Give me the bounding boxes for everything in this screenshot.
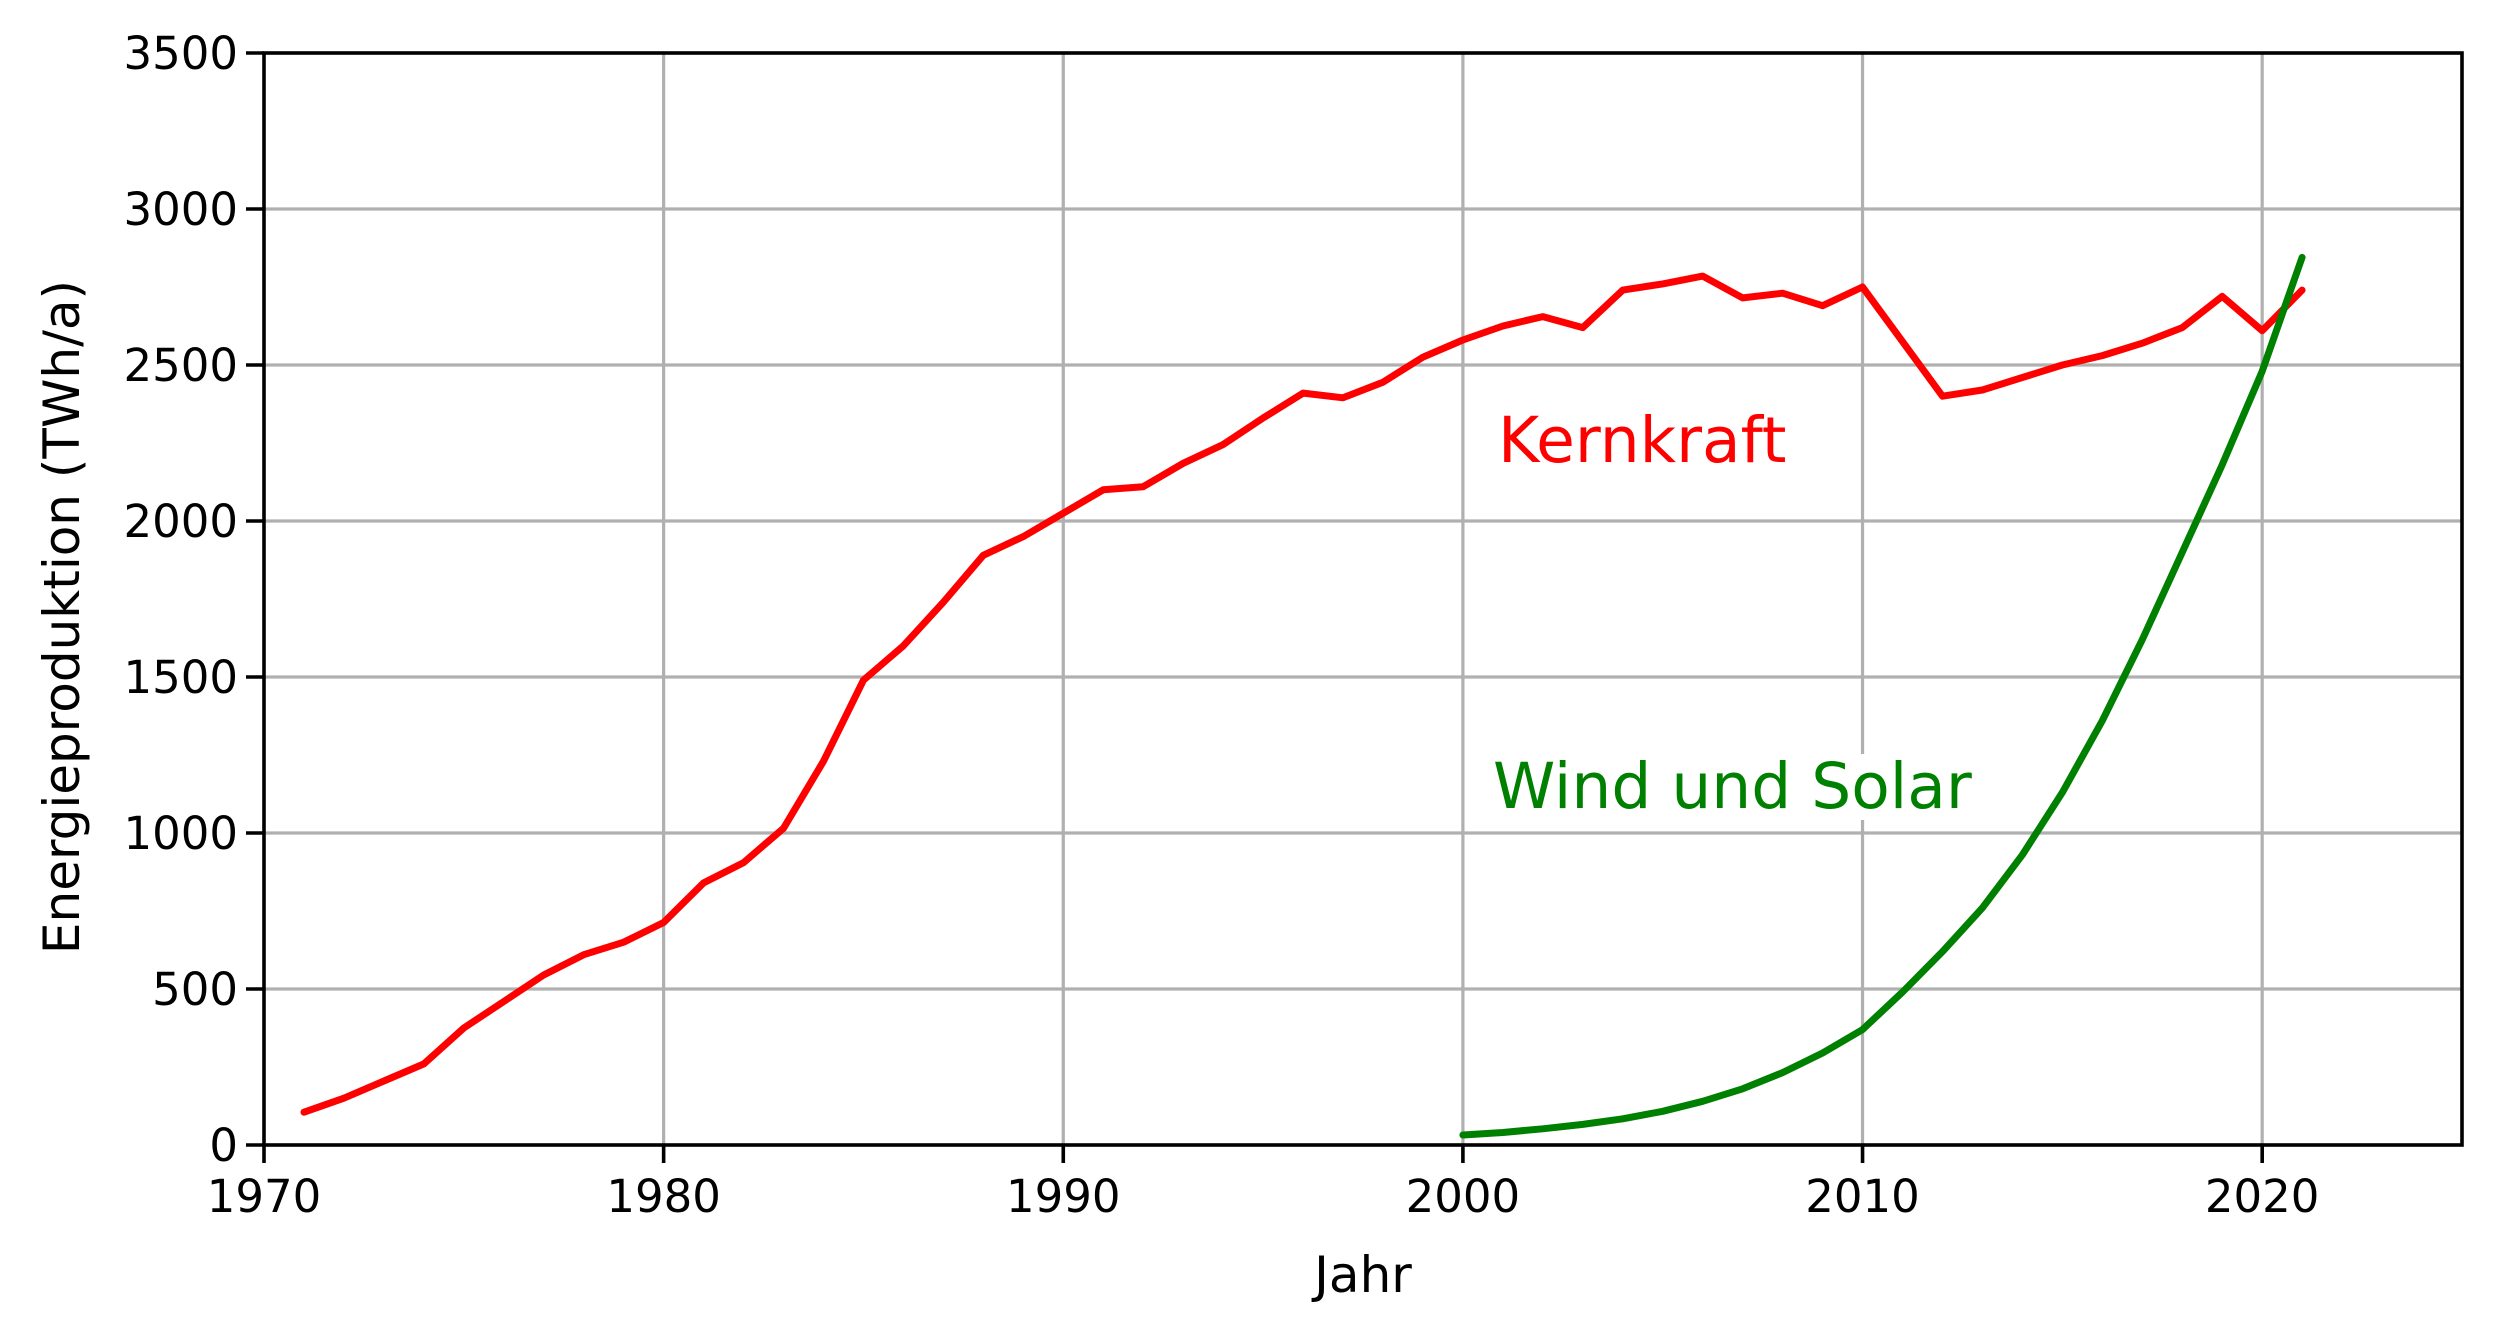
x-tick-label: 2020 <box>2205 1170 2320 1223</box>
y-tick-label: 3500 <box>123 27 238 80</box>
y-tick-label: 2000 <box>123 495 238 548</box>
wind-und-solar-series-label: Wind und Solar <box>1487 753 1978 821</box>
x-axis-label: Jahr <box>1314 1246 1412 1304</box>
y-tick-label: 0 <box>209 1119 238 1172</box>
x-tick-label: 2010 <box>1805 1170 1920 1223</box>
x-tick-label: 1990 <box>1006 1170 1121 1223</box>
wind-und-solar-line <box>1459 253 2306 1139</box>
y-tick-label: 500 <box>152 963 238 1016</box>
y-tick-label: 1000 <box>123 807 238 860</box>
y-tick-label: 3000 <box>123 183 238 236</box>
kernkraft-series-label: Kernkraft <box>1498 404 1787 477</box>
kernkraft-line <box>300 272 2306 1116</box>
axes-spines <box>262 51 2464 1147</box>
y-axis-label: Energieproduktion (TWh/a) <box>33 279 91 955</box>
y-tick-label: 2500 <box>123 339 238 392</box>
x-tick-label: 2000 <box>1406 1170 1521 1223</box>
x-tick-label: 1980 <box>606 1170 721 1223</box>
x-tick-label: 1970 <box>207 1170 322 1223</box>
y-tick-label: 1500 <box>123 651 238 704</box>
